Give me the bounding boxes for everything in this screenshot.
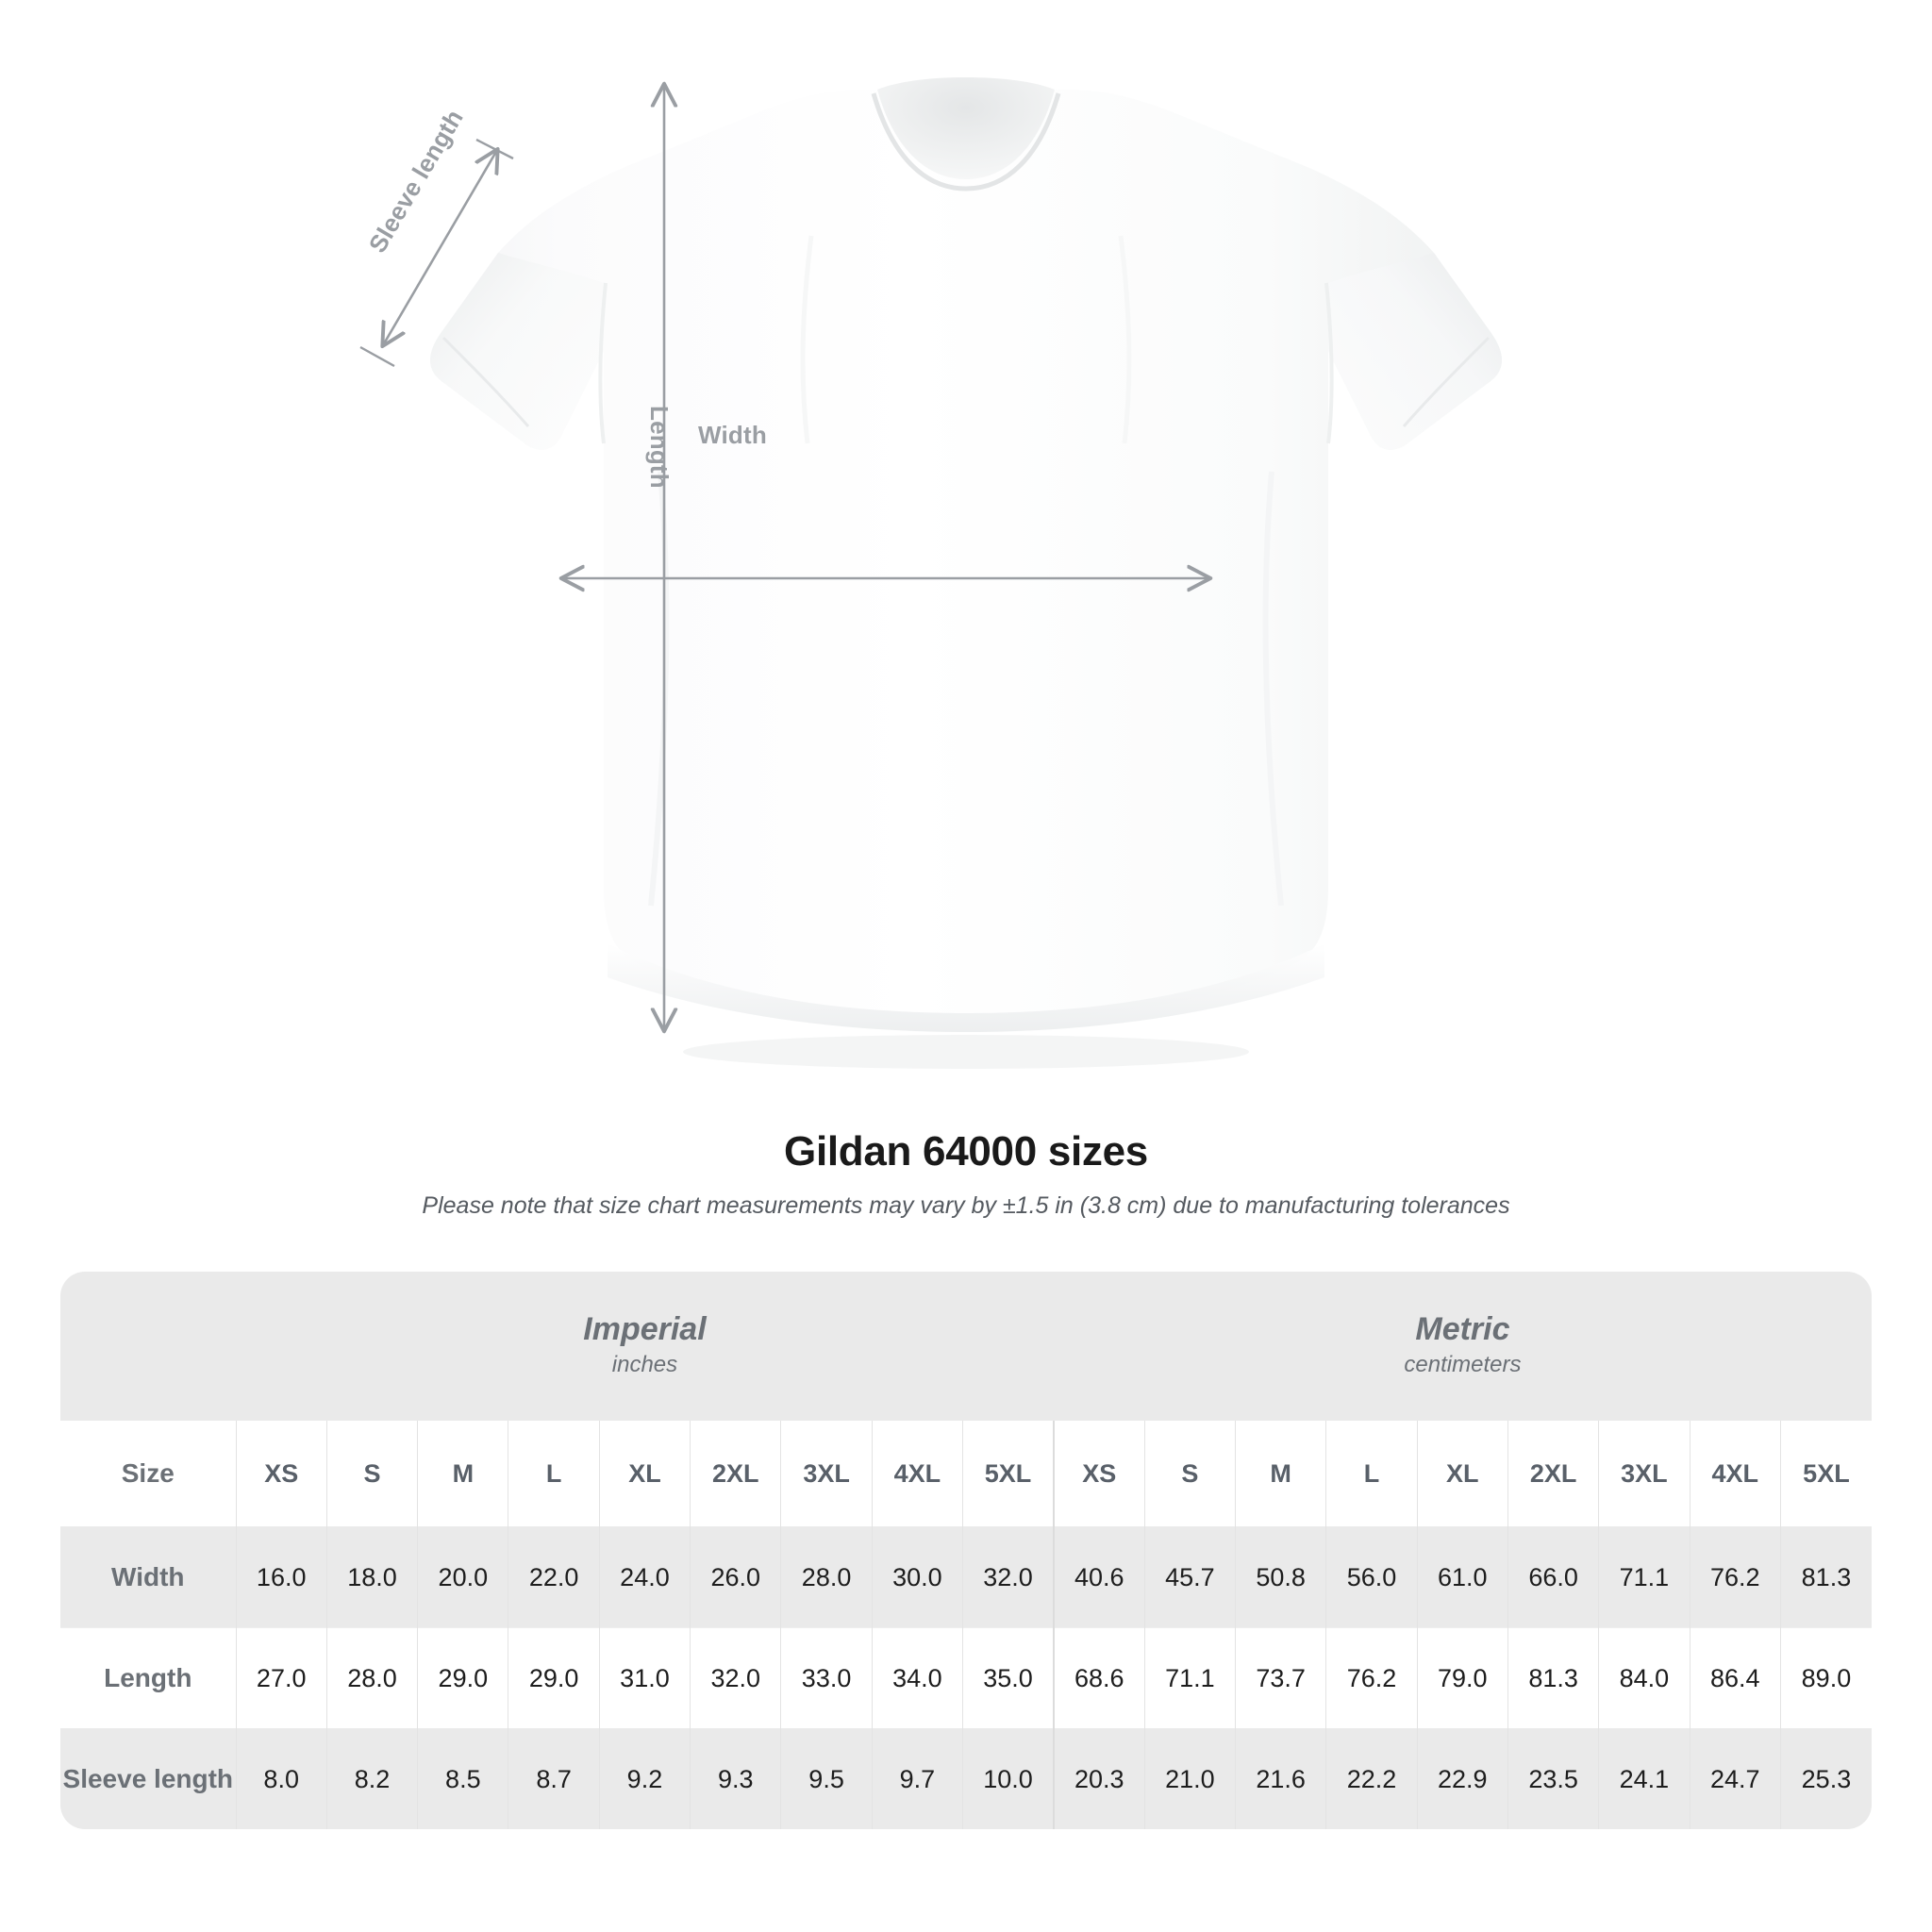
sleeve-met-s: 21.0 <box>1143 1728 1236 1829</box>
table-row: Length 27.0 28.0 29.0 29.0 31.0 32.0 33.… <box>60 1627 1872 1729</box>
size-met-3xl: 3XL <box>1598 1421 1690 1527</box>
tolerance-note: Please note that size chart measurements… <box>422 1192 1510 1219</box>
sleeve-imp-m: 8.5 <box>417 1728 508 1829</box>
sleeve-met-xl: 22.9 <box>1416 1728 1508 1829</box>
width-imp-xs: 16.0 <box>235 1526 327 1628</box>
length-met-xs: 68.6 <box>1052 1627 1145 1729</box>
size-header-row: Size XS S M L XL 2XL 3XL 4XL 5XL XS S M … <box>60 1421 1872 1527</box>
length-met-2xl: 81.3 <box>1507 1627 1599 1729</box>
sleeve-met-3xl: 24.1 <box>1598 1728 1690 1829</box>
system-name-metric: Metric <box>1415 1310 1510 1347</box>
size-imp-xs: XS <box>235 1421 327 1527</box>
length-imp-3xl: 33.0 <box>780 1627 873 1729</box>
width-imp-m: 20.0 <box>417 1526 508 1628</box>
sleeve-met-4xl: 24.7 <box>1689 1728 1781 1829</box>
size-imp-2xl: 2XL <box>690 1421 781 1527</box>
sleeve-imp-l: 8.7 <box>508 1728 600 1829</box>
size-chart-table-wrapper: Imperial inches Metric centimeters Size … <box>60 1272 1872 1829</box>
system-header-metric: Metric centimeters <box>1053 1272 1872 1421</box>
length-label: Length <box>645 406 674 489</box>
sleeve-met-2xl: 23.5 <box>1507 1728 1599 1829</box>
length-imp-l: 29.0 <box>508 1627 600 1729</box>
size-imp-xl: XL <box>598 1421 691 1527</box>
system-header-row: Imperial inches Metric centimeters <box>60 1272 1872 1421</box>
length-met-5xl: 89.0 <box>1779 1627 1872 1729</box>
width-imp-4xl: 30.0 <box>871 1526 963 1628</box>
length-imp-5xl: 35.0 <box>962 1627 1054 1729</box>
title-block: Gildan 64000 sizes Please note that size… <box>0 1128 1932 1220</box>
size-imp-m: M <box>417 1421 508 1527</box>
size-met-xl: XL <box>1416 1421 1508 1527</box>
size-met-m: M <box>1235 1421 1326 1527</box>
tshirt-illustration <box>430 77 1502 1069</box>
sleeve-imp-xl: 9.2 <box>598 1728 691 1829</box>
sleeve-imp-xs: 8.0 <box>235 1728 327 1829</box>
system-header-imperial: Imperial inches <box>236 1272 1054 1421</box>
table-row: Width 16.0 18.0 20.0 22.0 24.0 26.0 28.0… <box>60 1526 1872 1628</box>
sleeve-imp-2xl: 9.3 <box>690 1728 781 1829</box>
row-label-length: Length <box>60 1627 237 1729</box>
size-imp-5xl: 5XL <box>962 1421 1054 1527</box>
size-met-5xl: 5XL <box>1779 1421 1872 1527</box>
system-header-spacer <box>60 1272 237 1421</box>
length-met-4xl: 86.4 <box>1689 1627 1781 1729</box>
width-met-s: 45.7 <box>1143 1526 1236 1628</box>
row-label-size: Size <box>60 1421 237 1527</box>
size-met-s: S <box>1143 1421 1236 1527</box>
width-met-4xl: 76.2 <box>1689 1526 1781 1628</box>
size-met-4xl: 4XL <box>1689 1421 1781 1527</box>
size-imp-4xl: 4XL <box>871 1421 963 1527</box>
length-imp-4xl: 34.0 <box>871 1627 963 1729</box>
width-met-5xl: 81.3 <box>1779 1526 1872 1628</box>
size-chart-table: Imperial inches Metric centimeters Size … <box>60 1272 1872 1829</box>
width-imp-xl: 24.0 <box>598 1526 691 1628</box>
sleeve-imp-3xl: 9.5 <box>780 1728 873 1829</box>
row-label-sleeve-length: Sleeve length <box>60 1728 237 1829</box>
system-unit-imperial: inches <box>611 1352 678 1378</box>
length-met-3xl: 84.0 <box>1598 1627 1690 1729</box>
shirt-diagram: Sleeve length Length Width <box>359 77 1502 1069</box>
width-imp-3xl: 28.0 <box>780 1526 873 1628</box>
table-row: Sleeve length 8.0 8.2 8.5 8.7 9.2 9.3 9.… <box>60 1728 1872 1829</box>
width-met-m: 50.8 <box>1235 1526 1326 1628</box>
length-met-xl: 79.0 <box>1416 1627 1508 1729</box>
length-met-s: 71.1 <box>1143 1627 1236 1729</box>
width-met-3xl: 71.1 <box>1598 1526 1690 1628</box>
width-imp-s: 18.0 <box>325 1526 418 1628</box>
size-met-l: L <box>1325 1421 1418 1527</box>
sleeve-imp-4xl: 9.7 <box>871 1728 963 1829</box>
width-label: Width <box>698 421 767 449</box>
length-imp-xs: 27.0 <box>235 1627 327 1729</box>
width-imp-5xl: 32.0 <box>962 1526 1054 1628</box>
width-imp-2xl: 26.0 <box>690 1526 781 1628</box>
sleeve-met-m: 21.6 <box>1235 1728 1326 1829</box>
width-met-xs: 40.6 <box>1052 1526 1145 1628</box>
sleeve-met-xs: 20.3 <box>1052 1728 1145 1829</box>
sleeve-imp-5xl: 10.0 <box>962 1728 1054 1829</box>
length-imp-xl: 31.0 <box>598 1627 691 1729</box>
sleeve-met-l: 22.2 <box>1325 1728 1418 1829</box>
length-met-m: 73.7 <box>1235 1627 1326 1729</box>
length-met-l: 76.2 <box>1325 1627 1418 1729</box>
shirt-image: Sleeve length Length Width <box>359 77 1502 1069</box>
width-met-xl: 61.0 <box>1416 1526 1508 1628</box>
size-imp-l: L <box>508 1421 600 1527</box>
size-met-xs: XS <box>1052 1421 1145 1527</box>
system-unit-metric: centimeters <box>1404 1352 1522 1378</box>
width-imp-l: 22.0 <box>508 1526 600 1628</box>
size-imp-3xl: 3XL <box>780 1421 873 1527</box>
length-imp-s: 28.0 <box>325 1627 418 1729</box>
length-imp-m: 29.0 <box>417 1627 508 1729</box>
sleeve-met-5xl: 25.3 <box>1779 1728 1872 1829</box>
length-imp-2xl: 32.0 <box>690 1627 781 1729</box>
size-met-2xl: 2XL <box>1507 1421 1599 1527</box>
width-met-2xl: 66.0 <box>1507 1526 1599 1628</box>
sleeve-imp-s: 8.2 <box>325 1728 418 1829</box>
page-title: Gildan 64000 sizes <box>784 1128 1148 1174</box>
size-imp-s: S <box>325 1421 418 1527</box>
width-met-l: 56.0 <box>1325 1526 1418 1628</box>
system-name-imperial: Imperial <box>583 1310 707 1347</box>
row-label-width: Width <box>60 1526 237 1628</box>
